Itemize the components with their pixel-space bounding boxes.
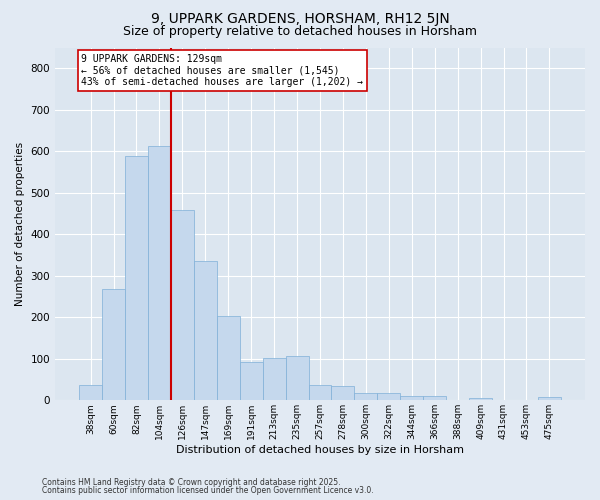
Bar (377, 393, 400, 400)
Bar (538, 398, 561, 400)
Bar (102, 289, 125, 401)
Bar (125, 156, 148, 400)
Bar (194, 262, 217, 400)
Bar (217, 316, 240, 400)
Bar (148, 146, 171, 400)
Bar (423, 396, 446, 400)
Bar (308, 384, 331, 400)
Bar (331, 386, 355, 400)
X-axis label: Distribution of detached houses by size in Horsham: Distribution of detached houses by size … (176, 445, 464, 455)
Bar (286, 356, 308, 401)
Bar (263, 358, 286, 401)
Bar (79, 384, 102, 400)
Bar (240, 362, 263, 401)
Bar (469, 398, 492, 400)
Text: Size of property relative to detached houses in Horsham: Size of property relative to detached ho… (123, 25, 477, 38)
Bar (355, 393, 377, 400)
Text: 9 UPPARK GARDENS: 129sqm
← 56% of detached houses are smaller (1,545)
43% of sem: 9 UPPARK GARDENS: 129sqm ← 56% of detach… (82, 54, 364, 87)
Text: 9, UPPARK GARDENS, HORSHAM, RH12 5JN: 9, UPPARK GARDENS, HORSHAM, RH12 5JN (151, 12, 449, 26)
Text: Contains public sector information licensed under the Open Government Licence v3: Contains public sector information licen… (42, 486, 374, 495)
Text: Contains HM Land Registry data © Crown copyright and database right 2025.: Contains HM Land Registry data © Crown c… (42, 478, 341, 487)
Bar (400, 396, 423, 400)
Y-axis label: Number of detached properties: Number of detached properties (15, 142, 25, 306)
Bar (171, 210, 194, 400)
